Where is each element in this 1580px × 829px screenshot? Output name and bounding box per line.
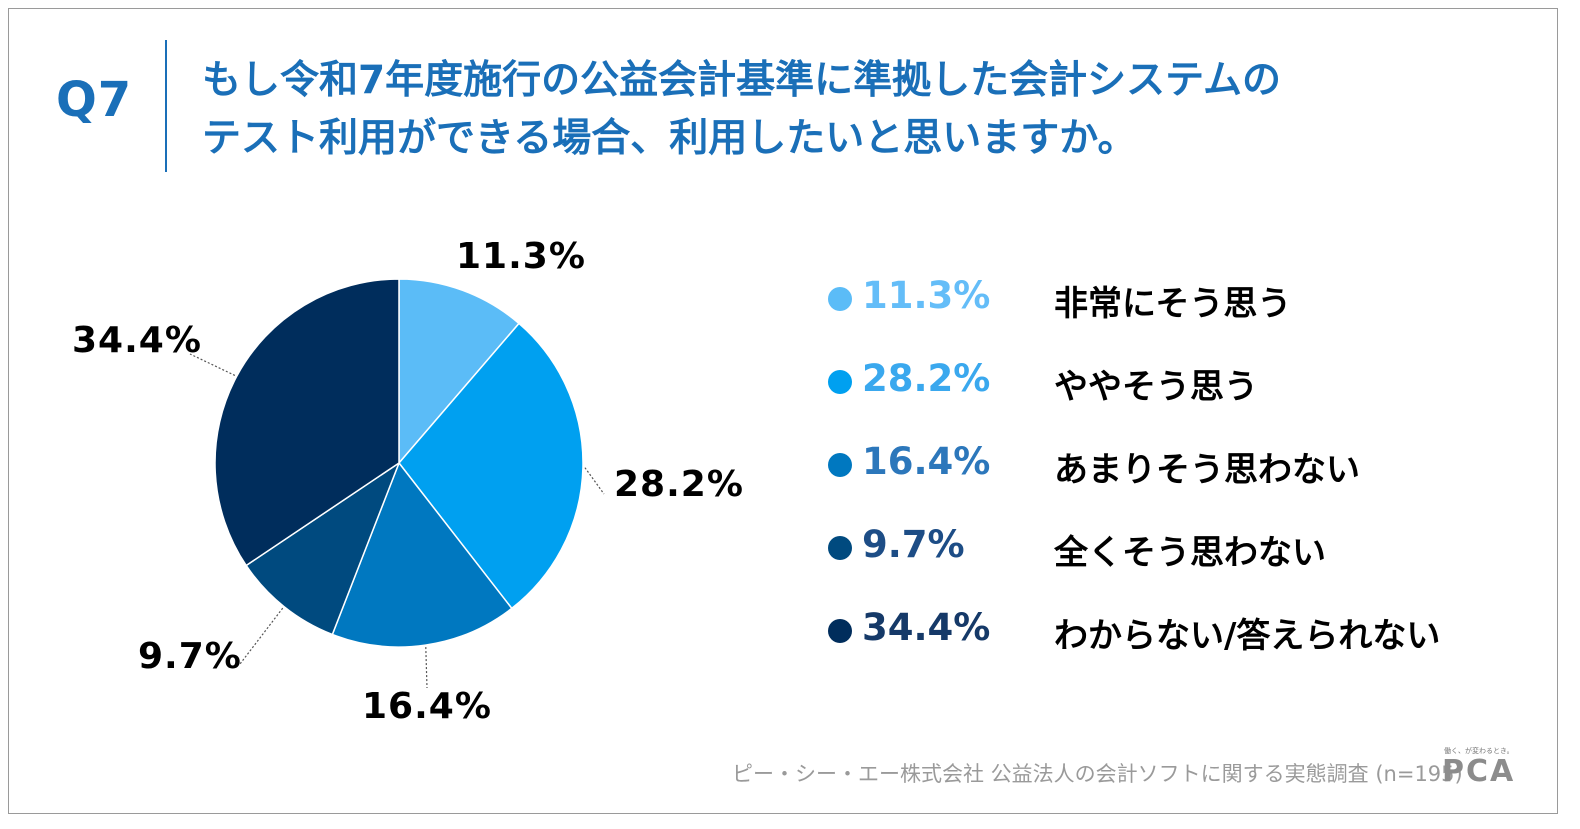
pie-label-3: 9.7% (138, 636, 242, 677)
legend-item: 9.7% 全くそう思わない (828, 519, 1508, 575)
question-title: もし令和7年度施行の公益会計基準に準拠した会計システムの テスト利用ができる場合… (202, 52, 1502, 168)
legend-item: 28.2% ややそう思う (828, 353, 1508, 409)
leader-line-2 (425, 647, 428, 689)
pie-label-2: 16.4% (362, 686, 492, 727)
question-number: Q7 (56, 72, 133, 128)
legend-dot (828, 536, 852, 560)
pie-slice-1 (398, 322, 584, 610)
legend-dot (828, 370, 852, 394)
question-title-line1: もし令和7年度施行の公益会計基準に準拠した会計システムの (202, 58, 1281, 103)
legend-category: 非常にそう思う (1054, 284, 1292, 324)
leader-line-3 (239, 607, 284, 665)
legend-category: 全くそう思わない (1054, 533, 1326, 573)
legend-item: 34.4% わからない/答えられない (828, 602, 1508, 658)
legend-percent: 9.7% (862, 523, 965, 566)
question-divider (165, 40, 167, 172)
legend-category: あまりそう思わない (1054, 450, 1360, 490)
pie-label-0: 11.3% (456, 236, 586, 277)
legend-category: わからない/答えられない (1054, 616, 1441, 656)
legend-percent: 34.4% (862, 606, 991, 649)
pie-slice-0 (398, 278, 520, 466)
pie-slice-2 (331, 461, 513, 648)
logo-tagline: 働く、が変わるとき。 (1444, 747, 1514, 755)
pie-slice-4 (214, 278, 400, 567)
legend-item: 16.4% あまりそう思わない (828, 436, 1508, 492)
logo-text: PCA (1442, 754, 1516, 789)
question-title-line2: テスト利用ができる場合、利用したいと思いますか。 (202, 116, 1137, 161)
legend-dot (828, 619, 852, 643)
legend-percent: 28.2% (862, 357, 991, 400)
pca-logo: 働く、が変わるとき。 PCA (1442, 746, 1520, 790)
pie-label-4: 34.4% (72, 320, 202, 361)
legend-dot (828, 453, 852, 477)
legend-dot (828, 287, 852, 311)
source-note: ピー・シー・エー株式会社 公益法人の会計ソフトに関する実態調査 (n=195) (732, 762, 1463, 786)
leader-line-4 (189, 353, 236, 376)
legend-category: ややそう思う (1054, 367, 1258, 407)
chart-frame (8, 8, 1558, 814)
pie-slice-3 (245, 461, 401, 636)
leader-line-1 (584, 467, 605, 495)
legend-percent: 11.3% (862, 274, 991, 317)
legend-item: 11.3% 非常にそう思う (828, 270, 1508, 326)
pie-label-1: 28.2% (614, 464, 744, 505)
legend-percent: 16.4% (862, 440, 991, 483)
